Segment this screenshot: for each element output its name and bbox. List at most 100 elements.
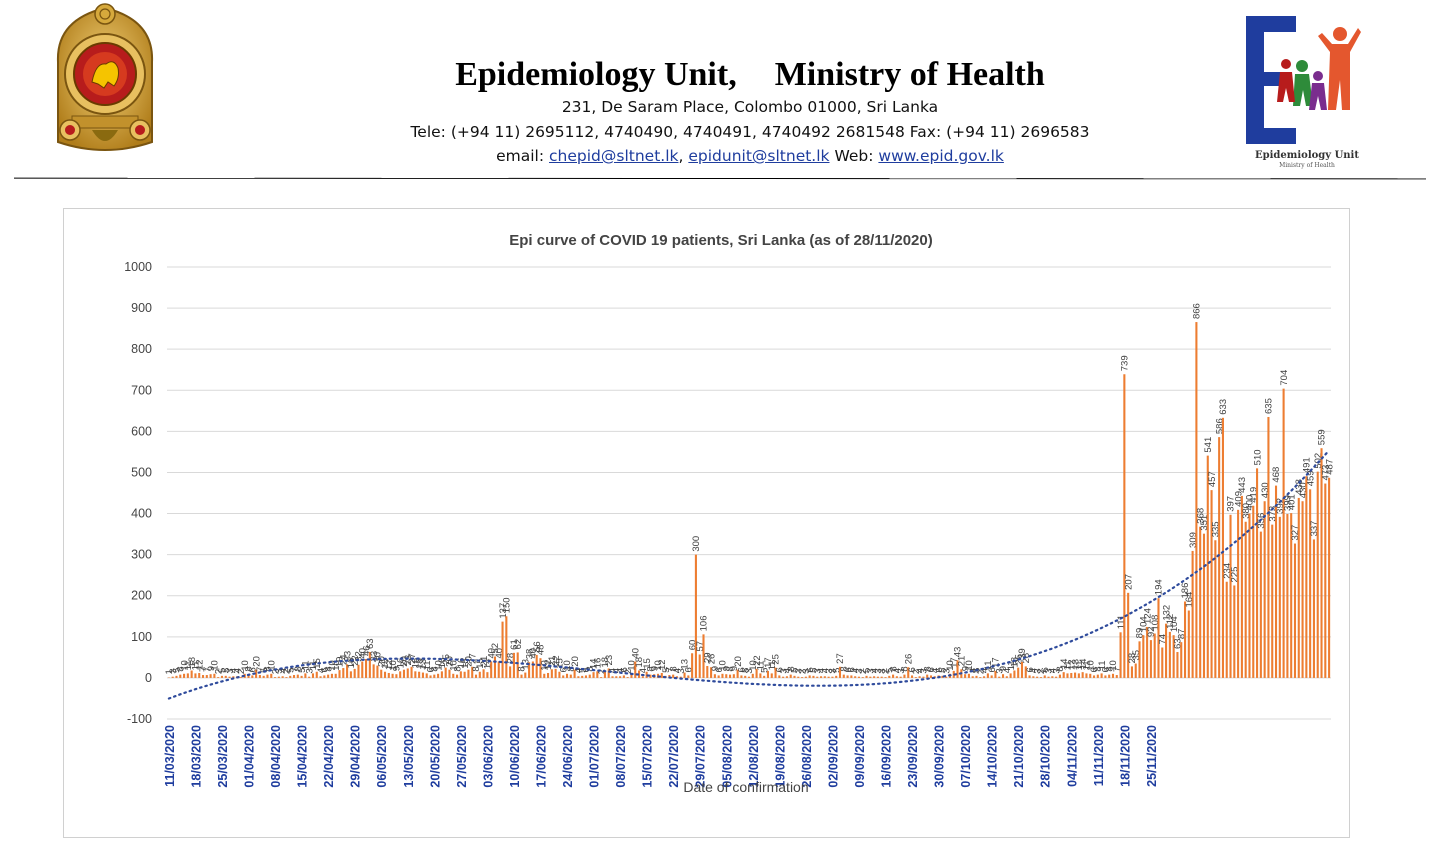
bar — [603, 670, 606, 678]
bar — [531, 661, 534, 678]
bar — [205, 675, 208, 678]
bar — [1229, 514, 1232, 678]
bar — [232, 676, 235, 678]
bar-data-label: 3 — [812, 668, 823, 673]
bar-data-label: 10 — [327, 660, 338, 671]
bar — [573, 669, 576, 678]
website-link[interactable]: www.epid.gov.lk — [878, 147, 1004, 165]
bar-data-label: 468 — [1271, 467, 1282, 483]
bar-data-label: 2 — [213, 669, 224, 674]
bar-data-label: 8 — [646, 666, 657, 671]
bar-data-label: 541 — [1203, 437, 1214, 453]
bar-data-label: 28 — [1021, 653, 1032, 664]
bar — [827, 676, 830, 678]
bar — [323, 675, 326, 678]
bar — [687, 675, 690, 678]
bar — [1312, 539, 1315, 678]
email-link-chepid[interactable]: chepid@sltnet.lk — [549, 147, 679, 165]
bar-data-label: 6 — [714, 667, 725, 672]
bar — [702, 634, 705, 678]
bar — [907, 667, 910, 678]
bar — [1259, 531, 1262, 678]
bar-data-label: 3 — [866, 668, 877, 673]
bar-data-label: 8 — [1093, 666, 1104, 671]
bar — [1047, 676, 1050, 678]
x-tick-label: 18/11/2020 — [1118, 725, 1132, 787]
bar-data-label: 5 — [809, 668, 820, 673]
bar — [884, 677, 887, 678]
bar — [854, 676, 857, 678]
bar-data-label: 20 — [251, 656, 262, 667]
bar — [1070, 672, 1073, 678]
bar-data-label: 6 — [934, 667, 945, 672]
bar — [691, 653, 694, 678]
bar — [289, 675, 292, 678]
bar-data-label: 10 — [179, 660, 190, 671]
email-separator: , — [678, 147, 689, 165]
y-tick-label: 600 — [131, 424, 152, 438]
bar-data-label: 4 — [278, 668, 289, 673]
bar-data-label: 40 — [528, 648, 539, 659]
bar-data-label: 40 — [494, 648, 505, 659]
bar — [910, 675, 914, 678]
bar-data-label: 111 — [1116, 615, 1127, 629]
bar — [1039, 677, 1042, 678]
bar-data-label: 300 — [691, 536, 702, 552]
bar — [581, 675, 584, 678]
bar-data-label: 13 — [1070, 659, 1081, 670]
bar — [998, 676, 1001, 678]
bar-data-label: 11 — [1074, 661, 1085, 671]
bar — [1020, 661, 1024, 678]
bar-data-label: 6 — [843, 667, 854, 672]
bar-data-label: 4 — [1002, 668, 1013, 673]
bar-data-label: 5 — [862, 668, 873, 673]
bar — [368, 652, 371, 678]
bar-data-label: 104 — [1169, 616, 1180, 632]
bar-data-label: 87 — [1176, 629, 1187, 640]
bar — [1077, 673, 1080, 678]
bar-data-label: 14 — [483, 659, 494, 670]
bar — [171, 676, 174, 678]
bar — [1218, 437, 1221, 678]
bar-data-label: 21 — [547, 656, 558, 667]
bar-data-label: 63 — [1173, 638, 1184, 649]
bar — [1108, 674, 1111, 678]
bar-data-label: 2 — [858, 669, 869, 674]
bar-data-label: 22 — [551, 655, 562, 666]
bar — [812, 675, 815, 678]
x-tick-label: 11/03/2020 — [163, 725, 177, 787]
bar — [880, 676, 883, 678]
bar — [850, 675, 853, 678]
bar — [1263, 501, 1266, 678]
bar-data-label: 401 — [1286, 494, 1297, 510]
bar-data-label: 24 — [339, 654, 350, 665]
bar-data-label: 6 — [619, 667, 630, 672]
bar — [452, 673, 455, 678]
bar — [258, 675, 261, 678]
bar — [1123, 374, 1126, 678]
email-link-epidunit[interactable]: epidunit@sltnet.lk — [688, 147, 830, 165]
bar-data-label: 3 — [994, 668, 1005, 673]
bar — [1165, 623, 1168, 678]
bar-data-label: 3 — [304, 668, 315, 673]
bar-data-label: 5 — [217, 668, 228, 673]
bar — [1176, 652, 1179, 678]
bar-data-label: 20 — [570, 656, 581, 667]
x-tick-label: 19/08/2020 — [773, 725, 787, 788]
email-prefix: email: — [496, 147, 550, 165]
bar — [1282, 388, 1285, 678]
bar — [1225, 581, 1228, 678]
bar-data-label: 21 — [957, 656, 968, 667]
bar-data-label: 40 — [486, 648, 497, 659]
bar — [641, 676, 644, 678]
x-tick-label: 11/11/2020 — [1092, 725, 1106, 786]
bar — [239, 677, 242, 678]
bar-data-label: 40 — [357, 648, 368, 659]
bar — [1191, 550, 1194, 678]
bar — [459, 671, 462, 678]
bar — [941, 675, 944, 678]
bar — [493, 656, 497, 678]
bar-data-label: 26 — [706, 654, 717, 665]
web-prefix: Web: — [829, 147, 879, 165]
bar-data-label: 89 — [1135, 628, 1146, 639]
